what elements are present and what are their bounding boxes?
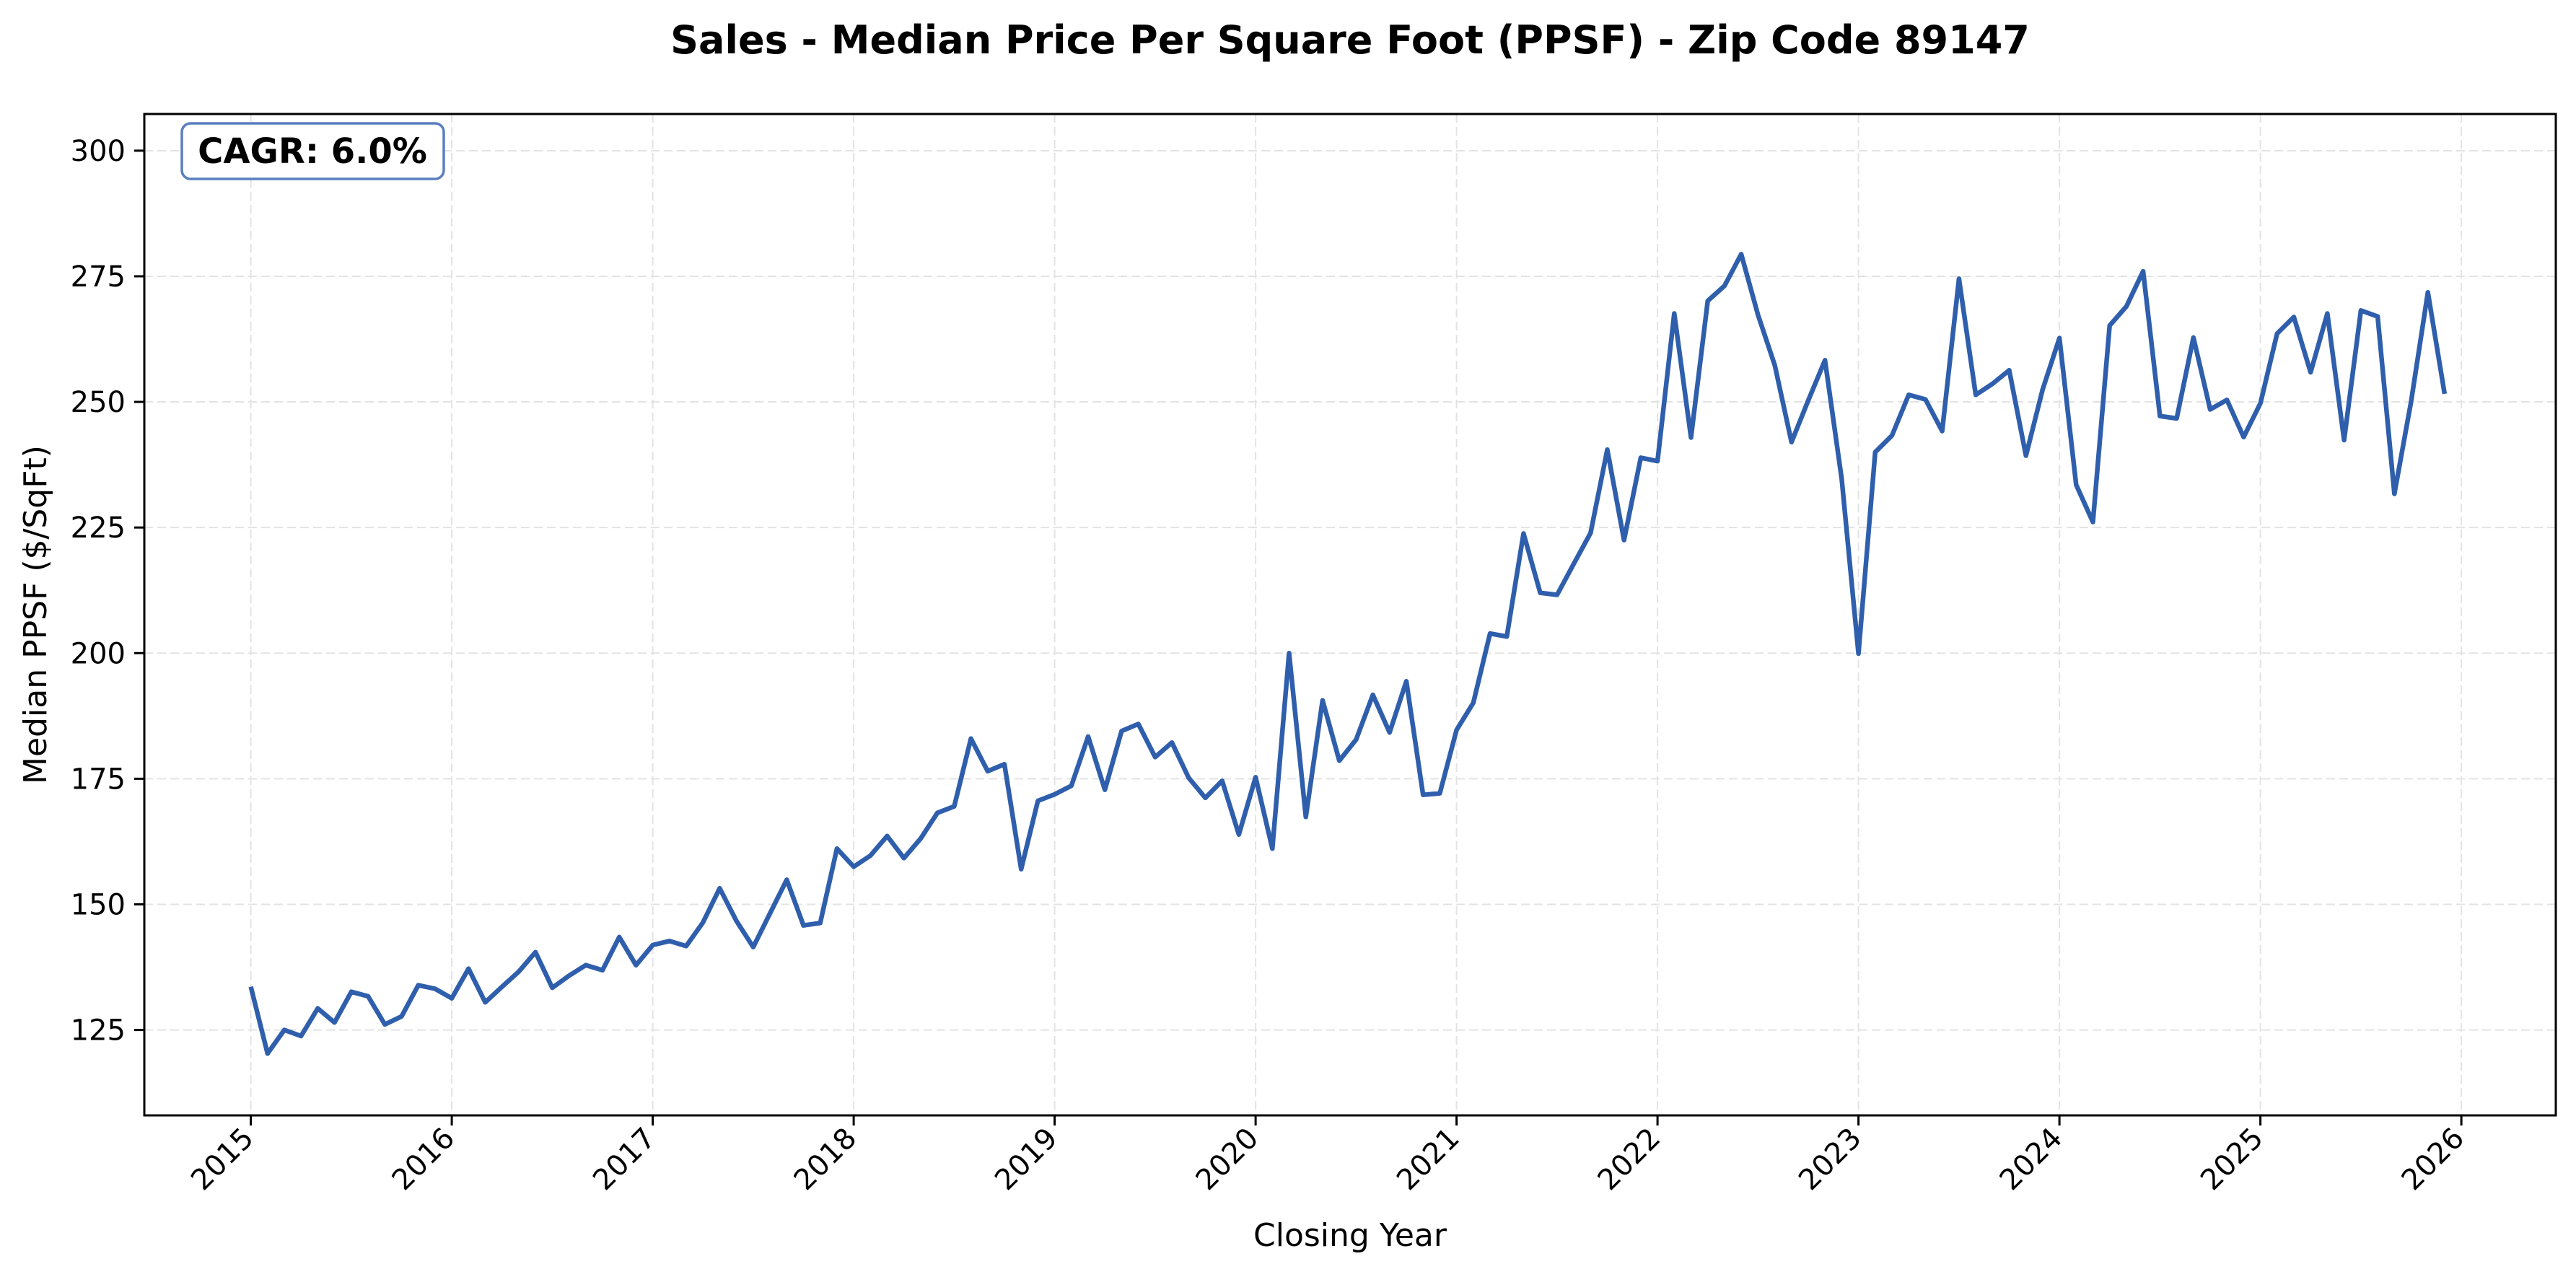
cagr-label: CAGR: 6.0% <box>198 131 427 172</box>
y-axis: 125 150 175 200 225 250 275 300 <box>71 135 144 1048</box>
y-tick-label: 225 <box>71 512 126 545</box>
y-tick-label: 175 <box>71 763 126 796</box>
chart-title: Sales - Median Price Per Square Foot (PP… <box>670 17 2030 63</box>
plot-frame <box>143 113 2557 1117</box>
x-axis-label: Closing Year <box>1253 1217 1447 1254</box>
cagr-annotation: CAGR: 6.0% <box>180 122 445 180</box>
y-tick-label: 200 <box>71 637 126 670</box>
y-tick-label: 125 <box>71 1014 126 1048</box>
y-tick-label: 150 <box>71 888 126 921</box>
cagr-box <box>180 122 445 180</box>
y-tick-label: 300 <box>71 135 126 168</box>
y-tick-label: 275 <box>71 260 126 294</box>
y-axis-label: Median PPSF ($/SqFt) <box>17 445 54 784</box>
y-tick-label: 250 <box>71 386 126 419</box>
series-layer <box>248 252 2448 1056</box>
series-line <box>248 252 2448 1056</box>
grid <box>144 114 2556 1115</box>
